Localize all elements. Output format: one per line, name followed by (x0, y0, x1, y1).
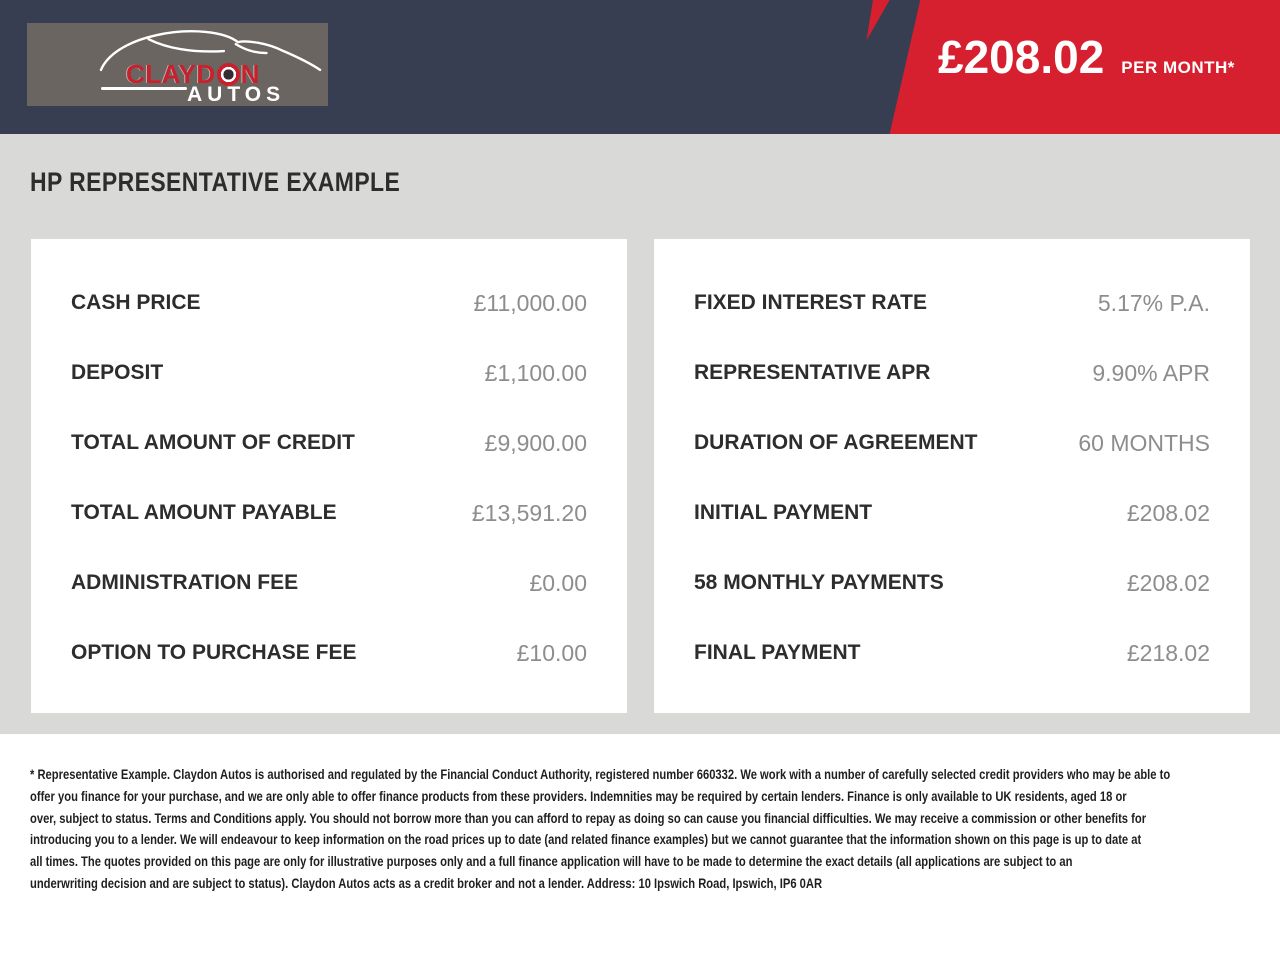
row-value: 9.90% APR (1092, 359, 1210, 386)
finance-card-right: FIXED INTEREST RATE 5.17% P.A. REPRESENT… (654, 239, 1250, 713)
car-outline-icon (99, 30, 322, 72)
disclaimer-line: all times. The quotes provided on this p… (30, 853, 1073, 870)
row-value: £208.02 (1126, 569, 1210, 596)
brand-text: CLAYD N (126, 59, 260, 89)
price-banner-wedge (889, 0, 1280, 134)
row-value: £0.00 (529, 569, 587, 596)
row-label: TOTAL AMOUNT PAYABLE (71, 501, 337, 524)
disclaimer-text: * Representative Example. Claydon Autos … (0, 734, 1280, 960)
row-value: 5.17% P.A. (1097, 289, 1210, 316)
finance-row: TOTAL AMOUNT OF CREDIT £9,900.00 (71, 408, 587, 478)
row-label: OPTION TO PURCHASE FEE (71, 641, 357, 664)
finance-row: FINAL PAYMENT £218.02 (694, 618, 1210, 688)
page-title: HP REPRESENTATIVE EXAMPLE (30, 167, 401, 197)
row-label: FIXED INTEREST RATE (694, 291, 927, 314)
disclaimer-line: offer you finance for your purchase, and… (30, 787, 1127, 804)
row-value: £208.02 (1126, 499, 1210, 526)
logo-swoosh-line (101, 87, 187, 90)
row-value: £1,100.00 (484, 359, 587, 386)
disclaimer-line: * Representative Example. Claydon Autos … (30, 766, 1171, 782)
disclaimer-line: over, subject to status. Terms and Condi… (30, 809, 1147, 826)
dealer-logo: CLAYD N AUTOS (27, 23, 328, 106)
finance-row: INITIAL PAYMENT £208.02 (694, 478, 1210, 548)
row-value: £9,900.00 (484, 429, 587, 456)
header-banner: CLAYD N AUTOS £208.02 PER MONTH* (0, 0, 1280, 134)
row-label: DEPOSIT (71, 361, 164, 384)
logo-o-badge (216, 63, 240, 86)
row-value: 60 MONTHS (1078, 429, 1210, 456)
finance-row: 58 MONTHLY PAYMENTS £208.02 (694, 548, 1210, 618)
monthly-price-suffix: PER MONTH* (1121, 58, 1235, 77)
finance-row: TOTAL AMOUNT PAYABLE £13,591.20 (71, 478, 587, 548)
finance-row: REPRESENTATIVE APR 9.90% APR (694, 338, 1210, 408)
row-value: £11,000.00 (473, 289, 587, 316)
brand-subtext: AUTOS (187, 83, 286, 106)
finance-card-left: CASH PRICE £11,000.00 DEPOSIT £1,100.00 … (31, 239, 627, 713)
row-label: DURATION OF AGREEMENT (694, 431, 978, 454)
finance-cards: CASH PRICE £11,000.00 DEPOSIT £1,100.00 … (31, 239, 1250, 713)
row-value: £218.02 (1126, 639, 1210, 666)
row-label: INITIAL PAYMENT (694, 501, 873, 524)
finance-row: ADMINISTRATION FEE £0.00 (71, 548, 587, 618)
row-value: £10.00 (516, 639, 587, 666)
monthly-price-group: £208.02 PER MONTH* (938, 30, 1235, 84)
row-label: FINAL PAYMENT (694, 641, 861, 664)
finance-row: CASH PRICE £11,000.00 (71, 268, 587, 338)
row-label: TOTAL AMOUNT OF CREDIT (71, 431, 355, 454)
row-label: ADMINISTRATION FEE (71, 571, 299, 594)
finance-row: DEPOSIT £1,100.00 (71, 338, 587, 408)
finance-row: OPTION TO PURCHASE FEE £10.00 (71, 618, 587, 688)
monthly-price: £208.02 (938, 31, 1105, 83)
row-label: REPRESENTATIVE APR (694, 361, 931, 384)
main-content: HP REPRESENTATIVE EXAMPLE CASH PRICE £11… (0, 134, 1280, 734)
finance-row: DURATION OF AGREEMENT 60 MONTHS (694, 408, 1210, 478)
row-label: 58 MONTHLY PAYMENTS (694, 571, 944, 594)
row-label: CASH PRICE (71, 291, 201, 314)
disclaimer-line: introducing you to a lender. We will end… (30, 831, 1142, 848)
disclaimer-line: underwriting decision and are subject to… (30, 874, 823, 891)
finance-row: FIXED INTEREST RATE 5.17% P.A. (694, 268, 1210, 338)
row-value: £13,591.20 (471, 499, 587, 526)
